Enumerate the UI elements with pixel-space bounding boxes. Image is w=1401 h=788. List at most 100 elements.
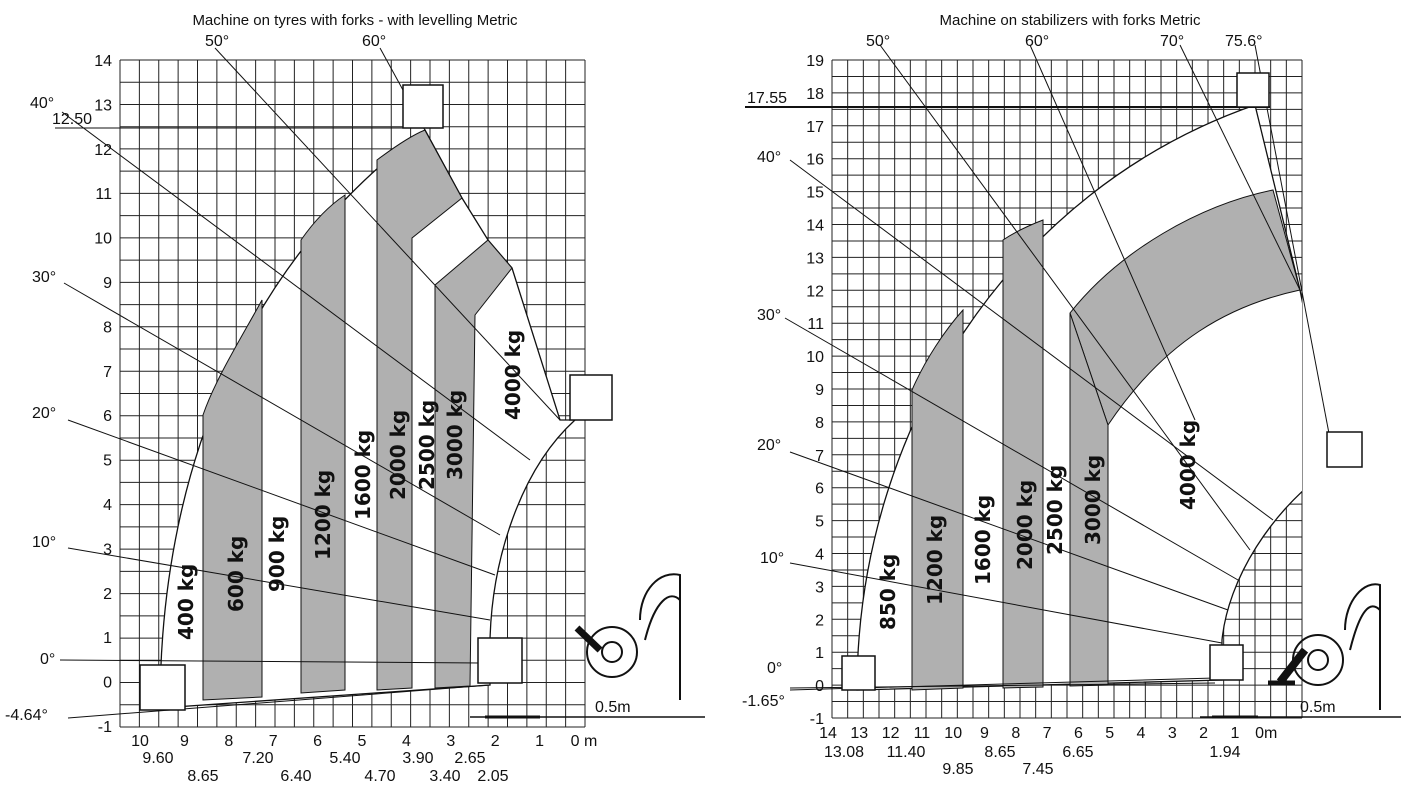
- right-y-tick: 13: [806, 250, 824, 267]
- right-y-tick: 15: [806, 185, 824, 202]
- left-x-dims: 9.60 8.65 7.20 6.40 5.404.70 3.903.402.652.05: [142, 750, 508, 785]
- left-y-tick: 6: [103, 408, 112, 425]
- left-y-tick: 14: [94, 53, 112, 70]
- right-y-tick: 0: [815, 678, 824, 695]
- left-y-tick: -1: [98, 719, 112, 736]
- left-x-dim: 3.40: [429, 768, 460, 785]
- right-angle-0: 0°: [767, 660, 782, 677]
- right-y-tick: 19: [806, 53, 824, 70]
- left-max-height: 12.50: [52, 111, 92, 128]
- left-x-dim: 2.65: [454, 750, 485, 767]
- left-load-3000: 3000 kg: [443, 390, 467, 480]
- left-y-tick: 3: [103, 541, 112, 558]
- left-angle-60: 60°: [362, 33, 386, 50]
- left-fork-icons: [139, 84, 613, 711]
- right-angle-50: 50°: [866, 33, 890, 50]
- left-angle-lines: [55, 47, 561, 719]
- right-y-tick: 1: [815, 645, 824, 662]
- right-band-3000: [1069, 312, 1109, 687]
- left-x-dim: 5.40: [329, 750, 360, 767]
- left-y-tick: 13: [94, 97, 112, 114]
- right-y-tick: 14: [806, 218, 824, 235]
- left-x-dim: 3.90: [402, 750, 433, 767]
- right-y-tick: 2: [815, 612, 824, 629]
- left-y-tick: 5: [103, 453, 112, 470]
- right-x-tick: 10: [944, 725, 962, 742]
- left-y-tick: 9: [103, 275, 112, 292]
- left-x-tick: 9: [180, 733, 189, 750]
- left-y-tick: 12: [94, 142, 112, 159]
- right-y-tick: 5: [815, 514, 824, 531]
- left-chart-title: Machine on tyres with forks - with level…: [192, 12, 518, 29]
- right-angle-75: 75.6°: [1225, 33, 1263, 50]
- right-x-tick: 3: [1168, 725, 1177, 742]
- left-envelope: [159, 129, 577, 709]
- right-band-2000: [1002, 219, 1044, 689]
- right-x-dim: 11.40: [887, 744, 926, 761]
- right-x-dim: 7.45: [1022, 761, 1053, 778]
- right-y-tick: 6: [815, 481, 824, 498]
- left-load-2500: 2500 kg: [415, 400, 439, 490]
- left-y-tick: 1: [103, 630, 112, 647]
- right-x-axis: 14 13 12 11 10 9 8 7 6 5 4 3 2 1 0m: [819, 725, 1277, 742]
- left-load-4000: 4000 kg: [501, 330, 525, 420]
- right-x-tick: 9: [980, 725, 989, 742]
- right-x-tick: 7: [1043, 725, 1052, 742]
- left-x-tick: 10: [131, 733, 149, 750]
- right-load-2000: 2000 kg: [1013, 480, 1037, 570]
- right-envelope: [856, 104, 1302, 691]
- right-load-1200: 1200 kg: [923, 515, 947, 605]
- left-angle-20: 20°: [32, 405, 56, 422]
- right-y-tick: 9: [815, 382, 824, 399]
- right-load-850: 850 kg: [876, 554, 900, 630]
- right-x-dim: 13.08: [824, 744, 864, 761]
- left-x-dim: 9.60: [142, 750, 173, 767]
- right-x-tick: 2: [1199, 725, 1208, 742]
- right-machine-icon: [1268, 583, 1381, 710]
- left-scale-label: 0.5m: [595, 699, 631, 716]
- left-y-tick: 10: [94, 231, 112, 248]
- right-x-tick: 8: [1011, 725, 1020, 742]
- left-x-tick: 1: [535, 733, 544, 750]
- right-angle-40: 40°: [757, 149, 781, 166]
- left-x-tick: 0 m: [571, 733, 598, 750]
- right-x-tick: 6: [1074, 725, 1083, 742]
- left-angle-50: 50°: [205, 33, 229, 50]
- left-angle-10: 10°: [32, 534, 56, 551]
- right-fork-icons: [841, 72, 1363, 691]
- right-load-3000: 3000 kg: [1081, 455, 1105, 545]
- right-x-dim: 9.85: [942, 761, 973, 778]
- right-x-dim: 8.65: [984, 744, 1015, 761]
- left-angle-40: 40°: [30, 95, 54, 112]
- right-scale-label: 0.5m: [1300, 699, 1336, 716]
- left-x-dim: 8.65: [187, 768, 218, 785]
- left-x-tick: 6: [313, 733, 322, 750]
- right-x-dim: 1.94: [1209, 744, 1240, 761]
- right-x-tick: 12: [882, 725, 900, 742]
- left-load-2000: 2000 kg: [386, 410, 410, 500]
- right-angle-70: 70°: [1160, 33, 1184, 50]
- left-load-900: 900 kg: [265, 516, 289, 592]
- right-y-tick: 3: [815, 579, 824, 596]
- right-chart-title: Machine on stabilizers with forks Metric: [940, 12, 1201, 29]
- left-angle-neg: -4.64°: [5, 707, 48, 724]
- left-chart: Machine on tyres with forks - with level…: [5, 12, 705, 785]
- right-angle-neg: -1.65°: [742, 693, 785, 710]
- left-band-600: [202, 299, 263, 701]
- left-y-tick: 11: [95, 186, 112, 203]
- left-x-tick: 5: [358, 733, 367, 750]
- left-load-1200: 1200 kg: [311, 470, 335, 560]
- right-x-dim: 6.65: [1062, 744, 1093, 761]
- right-x-tick: 5: [1105, 725, 1114, 742]
- right-x-tick: 0m: [1255, 725, 1277, 742]
- right-load-2500: 2500 kg: [1043, 465, 1067, 555]
- left-y-tick: 0: [103, 675, 112, 692]
- left-y-tick: 4: [103, 497, 112, 514]
- left-x-dim: 7.20: [242, 750, 273, 767]
- right-x-tick: 14: [819, 725, 837, 742]
- right-angle-10: 10°: [760, 550, 784, 567]
- left-y-tick: 2: [103, 586, 112, 603]
- left-x-tick: 7: [269, 733, 278, 750]
- right-load-4000: 4000 kg: [1176, 420, 1200, 510]
